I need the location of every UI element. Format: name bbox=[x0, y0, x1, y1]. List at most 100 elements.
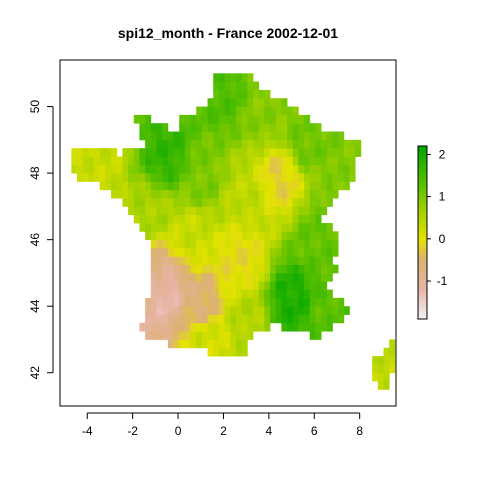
raster-cell bbox=[292, 198, 299, 207]
raster-cell bbox=[128, 198, 135, 207]
raster-cell bbox=[235, 289, 243, 299]
raster-cell bbox=[338, 139, 345, 149]
raster-cell bbox=[224, 314, 231, 324]
raster-cell bbox=[287, 306, 294, 315]
raster-cell bbox=[156, 189, 163, 199]
raster-cell bbox=[213, 339, 220, 349]
y-tick-label: 46 bbox=[28, 233, 42, 247]
raster-cell bbox=[275, 206, 282, 216]
raster-cell bbox=[332, 181, 339, 191]
raster-cell bbox=[99, 173, 106, 182]
raster-cell bbox=[315, 231, 322, 241]
raster-cell bbox=[315, 272, 322, 282]
raster-cell bbox=[275, 247, 282, 257]
raster-cell bbox=[94, 148, 101, 157]
raster-cell bbox=[332, 131, 339, 141]
raster-cell bbox=[326, 173, 333, 182]
raster-cell bbox=[292, 123, 299, 132]
raster-cell bbox=[343, 148, 350, 157]
raster-cell bbox=[298, 322, 305, 332]
raster-cell bbox=[150, 164, 157, 174]
raster-cell bbox=[207, 189, 214, 199]
raster-cell bbox=[326, 306, 333, 315]
raster-cell bbox=[213, 156, 220, 166]
raster-cell bbox=[241, 89, 248, 99]
raster-cell bbox=[213, 306, 220, 315]
raster-cell bbox=[258, 156, 265, 166]
raster-cell bbox=[247, 114, 254, 124]
raster-cell bbox=[218, 98, 225, 107]
raster-cell bbox=[128, 206, 135, 216]
raster-cell bbox=[196, 256, 203, 266]
raster-cell bbox=[258, 98, 265, 107]
raster-cell bbox=[252, 264, 260, 274]
raster-cell bbox=[184, 322, 191, 332]
raster-cell bbox=[88, 156, 95, 166]
raster-cell bbox=[252, 314, 260, 324]
raster-cell bbox=[270, 206, 277, 216]
raster-cell bbox=[150, 297, 157, 307]
x-tick-label: 2 bbox=[220, 424, 227, 438]
raster-cell bbox=[207, 206, 214, 216]
raster-cell bbox=[287, 164, 294, 174]
raster-cell bbox=[241, 331, 248, 340]
raster-cell bbox=[218, 231, 225, 241]
raster-cell bbox=[230, 131, 237, 141]
raster-cell bbox=[173, 139, 180, 149]
raster-cell bbox=[235, 256, 243, 266]
raster-cell bbox=[281, 114, 288, 124]
raster-cell bbox=[252, 198, 260, 207]
raster-cell bbox=[247, 214, 254, 224]
raster-cell bbox=[275, 148, 282, 157]
raster-cell bbox=[252, 322, 260, 332]
raster-cell bbox=[281, 322, 288, 332]
raster-cell bbox=[241, 314, 248, 324]
raster-cell bbox=[309, 189, 316, 199]
x-tick-label: -4 bbox=[82, 424, 93, 438]
raster-cell bbox=[213, 347, 220, 357]
raster-cell bbox=[275, 114, 282, 124]
raster-cell bbox=[145, 164, 152, 174]
raster-cell bbox=[173, 239, 180, 249]
raster-cell bbox=[201, 247, 208, 257]
raster-cell bbox=[179, 131, 186, 141]
raster-cell bbox=[304, 314, 311, 324]
raster-cell bbox=[315, 281, 322, 290]
raster-cell bbox=[145, 231, 152, 241]
raster-cell bbox=[201, 148, 208, 157]
raster-cell bbox=[252, 256, 260, 266]
raster-cell bbox=[326, 139, 333, 149]
raster-cell bbox=[304, 206, 311, 216]
raster-cell bbox=[247, 206, 254, 216]
raster-cell bbox=[207, 173, 214, 182]
raster-cell bbox=[190, 148, 197, 157]
raster-cell bbox=[218, 148, 225, 157]
raster-cell bbox=[145, 306, 152, 315]
raster-cell bbox=[270, 139, 277, 149]
raster-cell bbox=[139, 123, 146, 132]
raster-cell bbox=[190, 114, 197, 124]
raster-cell bbox=[264, 306, 271, 315]
raster-cell bbox=[190, 164, 197, 174]
raster-cell bbox=[304, 164, 311, 174]
raster-cell bbox=[167, 297, 174, 307]
raster-cell bbox=[196, 322, 203, 332]
raster-cell bbox=[321, 297, 328, 307]
raster-cell bbox=[190, 123, 197, 132]
raster-cell bbox=[167, 314, 174, 324]
raster-cell bbox=[230, 239, 237, 249]
colorbar-tick-label: 1 bbox=[439, 190, 446, 204]
raster-cell bbox=[162, 164, 169, 174]
raster-cell bbox=[201, 198, 208, 207]
raster-cell bbox=[207, 156, 214, 166]
raster-cell bbox=[383, 347, 390, 357]
raster-cell bbox=[287, 289, 294, 299]
raster-cell bbox=[298, 156, 305, 166]
raster-cell bbox=[196, 223, 203, 232]
raster-cell bbox=[190, 189, 197, 199]
raster-cell bbox=[82, 173, 89, 182]
raster-cell bbox=[156, 139, 163, 149]
raster-cell bbox=[179, 189, 186, 199]
raster-cell bbox=[258, 198, 265, 207]
raster-cell bbox=[235, 139, 243, 149]
